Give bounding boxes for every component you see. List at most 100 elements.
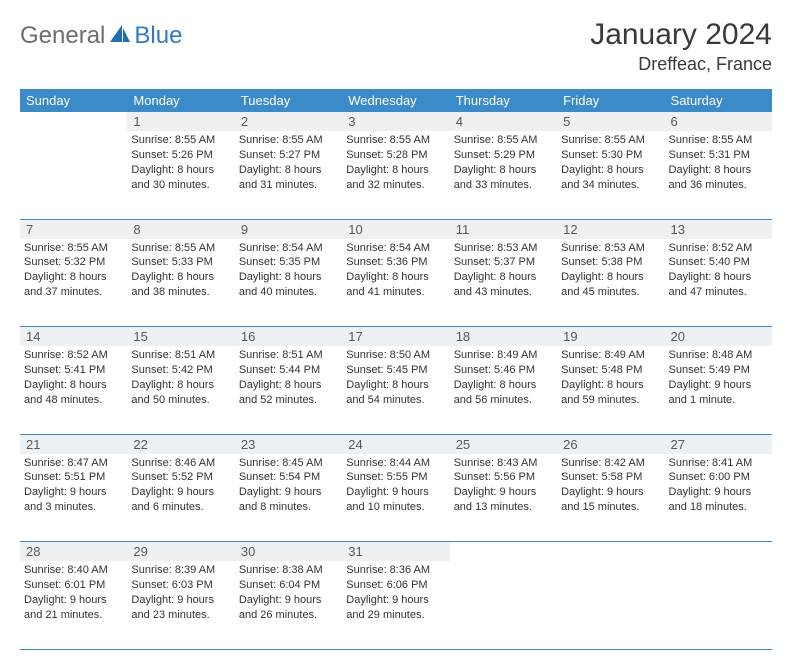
day-cell: Sunrise: 8:38 AMSunset: 6:04 PMDaylight:… [235,561,342,649]
day-number: 15 [127,327,234,347]
day-cell: Sunrise: 8:55 AMSunset: 5:30 PMDaylight:… [557,131,664,219]
day-cell: Sunrise: 8:55 AMSunset: 5:29 PMDaylight:… [450,131,557,219]
calendar-table: SundayMondayTuesdayWednesdayThursdayFrid… [20,89,772,650]
daynum-row: 78910111213 [20,219,772,239]
day-cell: Sunrise: 8:42 AMSunset: 5:58 PMDaylight:… [557,454,664,542]
day-detail: Sunrise: 8:49 AMSunset: 5:48 PMDaylight:… [561,346,660,407]
day-number [450,542,557,562]
day-number: 23 [235,434,342,454]
day-cell: Sunrise: 8:55 AMSunset: 5:32 PMDaylight:… [20,239,127,327]
day-cell: Sunrise: 8:52 AMSunset: 5:41 PMDaylight:… [20,346,127,434]
day-detail: Sunrise: 8:52 AMSunset: 5:40 PMDaylight:… [669,239,768,300]
day-cell [450,561,557,649]
day-number [557,542,664,562]
day-number: 1 [127,112,234,131]
week-row: Sunrise: 8:55 AMSunset: 5:26 PMDaylight:… [20,131,772,219]
day-cell: Sunrise: 8:45 AMSunset: 5:54 PMDaylight:… [235,454,342,542]
day-cell: Sunrise: 8:53 AMSunset: 5:38 PMDaylight:… [557,239,664,327]
day-number: 16 [235,327,342,347]
day-cell: Sunrise: 8:49 AMSunset: 5:46 PMDaylight:… [450,346,557,434]
day-number: 2 [235,112,342,131]
day-cell: Sunrise: 8:46 AMSunset: 5:52 PMDaylight:… [127,454,234,542]
day-cell: Sunrise: 8:55 AMSunset: 5:27 PMDaylight:… [235,131,342,219]
day-detail: Sunrise: 8:40 AMSunset: 6:01 PMDaylight:… [24,561,123,622]
day-cell: Sunrise: 8:36 AMSunset: 6:06 PMDaylight:… [342,561,449,649]
day-number: 21 [20,434,127,454]
day-cell: Sunrise: 8:47 AMSunset: 5:51 PMDaylight:… [20,454,127,542]
day-number: 6 [665,112,772,131]
weekday-header: Friday [557,89,664,112]
weekday-header: Tuesday [235,89,342,112]
day-number: 13 [665,219,772,239]
day-number: 25 [450,434,557,454]
day-number: 5 [557,112,664,131]
day-cell: Sunrise: 8:39 AMSunset: 6:03 PMDaylight:… [127,561,234,649]
day-detail: Sunrise: 8:55 AMSunset: 5:27 PMDaylight:… [239,131,338,192]
sail-icon [109,24,131,49]
calendar-head: SundayMondayTuesdayWednesdayThursdayFrid… [20,89,772,112]
day-cell: Sunrise: 8:43 AMSunset: 5:56 PMDaylight:… [450,454,557,542]
daynum-row: 123456 [20,112,772,131]
day-number: 4 [450,112,557,131]
title-block: January 2024 Dreffeac, France [590,18,772,75]
day-cell: Sunrise: 8:51 AMSunset: 5:44 PMDaylight:… [235,346,342,434]
day-detail: Sunrise: 8:52 AMSunset: 5:41 PMDaylight:… [24,346,123,407]
day-detail: Sunrise: 8:55 AMSunset: 5:33 PMDaylight:… [131,239,230,300]
day-detail: Sunrise: 8:46 AMSunset: 5:52 PMDaylight:… [131,454,230,515]
day-detail: Sunrise: 8:55 AMSunset: 5:32 PMDaylight:… [24,239,123,300]
day-cell: Sunrise: 8:55 AMSunset: 5:31 PMDaylight:… [665,131,772,219]
day-number: 12 [557,219,664,239]
day-cell: Sunrise: 8:40 AMSunset: 6:01 PMDaylight:… [20,561,127,649]
day-number: 29 [127,542,234,562]
day-number: 18 [450,327,557,347]
day-cell [557,561,664,649]
day-number: 22 [127,434,234,454]
day-detail: Sunrise: 8:55 AMSunset: 5:29 PMDaylight:… [454,131,553,192]
week-row: Sunrise: 8:40 AMSunset: 6:01 PMDaylight:… [20,561,772,649]
day-number: 26 [557,434,664,454]
daynum-row: 21222324252627 [20,434,772,454]
day-number: 8 [127,219,234,239]
day-number: 31 [342,542,449,562]
logo: General Blue [20,18,182,50]
day-cell: Sunrise: 8:51 AMSunset: 5:42 PMDaylight:… [127,346,234,434]
day-number: 24 [342,434,449,454]
day-number: 27 [665,434,772,454]
day-cell [665,561,772,649]
day-cell: Sunrise: 8:55 AMSunset: 5:33 PMDaylight:… [127,239,234,327]
day-cell: Sunrise: 8:54 AMSunset: 5:36 PMDaylight:… [342,239,449,327]
day-detail: Sunrise: 8:43 AMSunset: 5:56 PMDaylight:… [454,454,553,515]
day-detail: Sunrise: 8:51 AMSunset: 5:42 PMDaylight:… [131,346,230,407]
day-detail: Sunrise: 8:55 AMSunset: 5:28 PMDaylight:… [346,131,445,192]
weekday-header: Sunday [20,89,127,112]
calendar-body: 123456Sunrise: 8:55 AMSunset: 5:26 PMDay… [20,112,772,649]
day-cell [20,131,127,219]
day-number: 30 [235,542,342,562]
day-detail: Sunrise: 8:42 AMSunset: 5:58 PMDaylight:… [561,454,660,515]
day-detail: Sunrise: 8:55 AMSunset: 5:26 PMDaylight:… [131,131,230,192]
day-detail: Sunrise: 8:48 AMSunset: 5:49 PMDaylight:… [669,346,768,407]
day-number [20,112,127,131]
day-detail: Sunrise: 8:44 AMSunset: 5:55 PMDaylight:… [346,454,445,515]
weekday-header: Thursday [450,89,557,112]
day-number: 3 [342,112,449,131]
day-cell: Sunrise: 8:52 AMSunset: 5:40 PMDaylight:… [665,239,772,327]
day-number: 11 [450,219,557,239]
day-number: 19 [557,327,664,347]
day-detail: Sunrise: 8:55 AMSunset: 5:30 PMDaylight:… [561,131,660,192]
day-detail: Sunrise: 8:54 AMSunset: 5:35 PMDaylight:… [239,239,338,300]
weekday-header: Saturday [665,89,772,112]
day-number: 17 [342,327,449,347]
location: Dreffeac, France [590,54,772,75]
day-cell: Sunrise: 8:44 AMSunset: 5:55 PMDaylight:… [342,454,449,542]
daynum-row: 28293031 [20,542,772,562]
day-number: 20 [665,327,772,347]
logo-text-general: General [20,22,105,50]
day-detail: Sunrise: 8:45 AMSunset: 5:54 PMDaylight:… [239,454,338,515]
header: General Blue January 2024 Dreffeac, Fran… [20,18,772,75]
day-detail: Sunrise: 8:38 AMSunset: 6:04 PMDaylight:… [239,561,338,622]
day-number: 7 [20,219,127,239]
day-detail: Sunrise: 8:50 AMSunset: 5:45 PMDaylight:… [346,346,445,407]
weekday-header: Wednesday [342,89,449,112]
day-cell: Sunrise: 8:54 AMSunset: 5:35 PMDaylight:… [235,239,342,327]
